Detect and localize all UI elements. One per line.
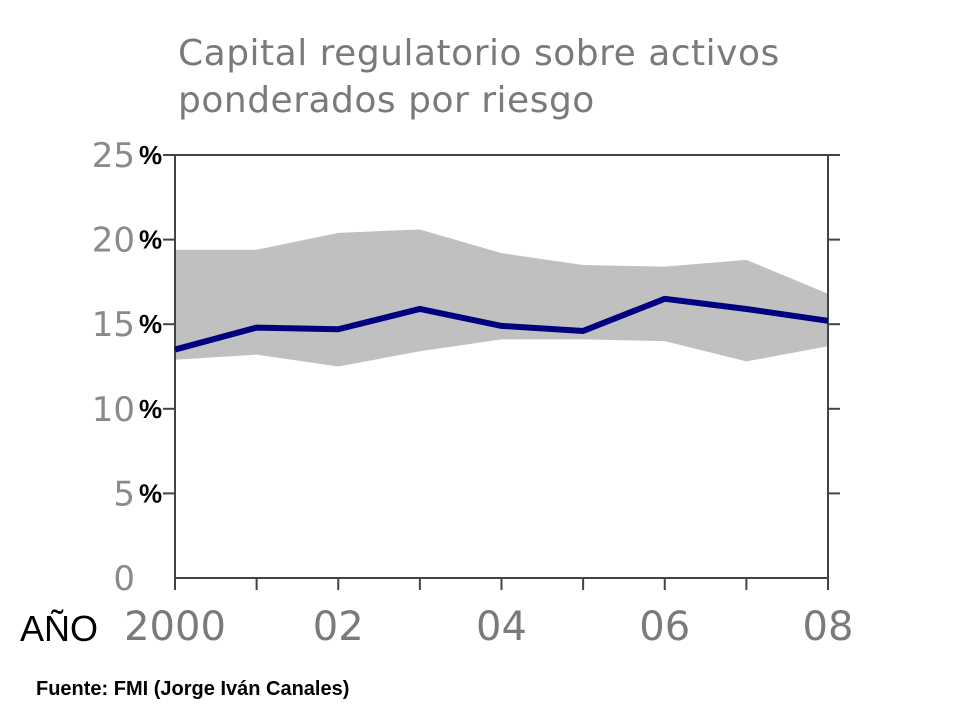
y-tick-percent: % [139,394,162,424]
series-layer [174,295,829,353]
x-tick-label: 06 [639,604,690,650]
series-line-0 [174,295,829,353]
plot-frame [174,154,829,579]
x-tick-label: 02 [313,604,364,650]
y-tick-percent: % [139,225,162,255]
range-band-layer [175,229,828,367]
x-tick-label: 04 [476,604,527,650]
y-tick-percent: % [139,140,162,170]
x-tick-label: 08 [803,604,854,650]
source-note: Fuente: FMI (Jorge Iván Canales) [36,678,350,700]
y-tick-percent: % [139,478,162,508]
y-tick-label: 20 [92,221,135,261]
range-band [175,229,828,367]
y-tick-label: 15 [92,305,135,345]
chart-title-line-2: ponderados por riesgo [178,80,595,121]
chart-title-line-1: Capital regulatorio sobre activos [178,33,780,74]
y-tick-label: 10 [92,390,135,430]
x-axis-ticks: 2000 02 04 06 08 [124,578,853,650]
y-tick-label: 25 [92,136,135,176]
y-tick-label: 5 [113,474,135,514]
y-tick-label: 0 [113,559,135,599]
x-axis-label: AÑO [20,608,99,649]
chart-title: Capital regulatorio sobre activos ponder… [178,30,918,124]
x-tick-label: 2000 [124,604,226,650]
y-tick-percent: % [139,309,162,339]
y-axis-ticks: 25 %20 %15 %10 %5 %0 [92,136,840,599]
